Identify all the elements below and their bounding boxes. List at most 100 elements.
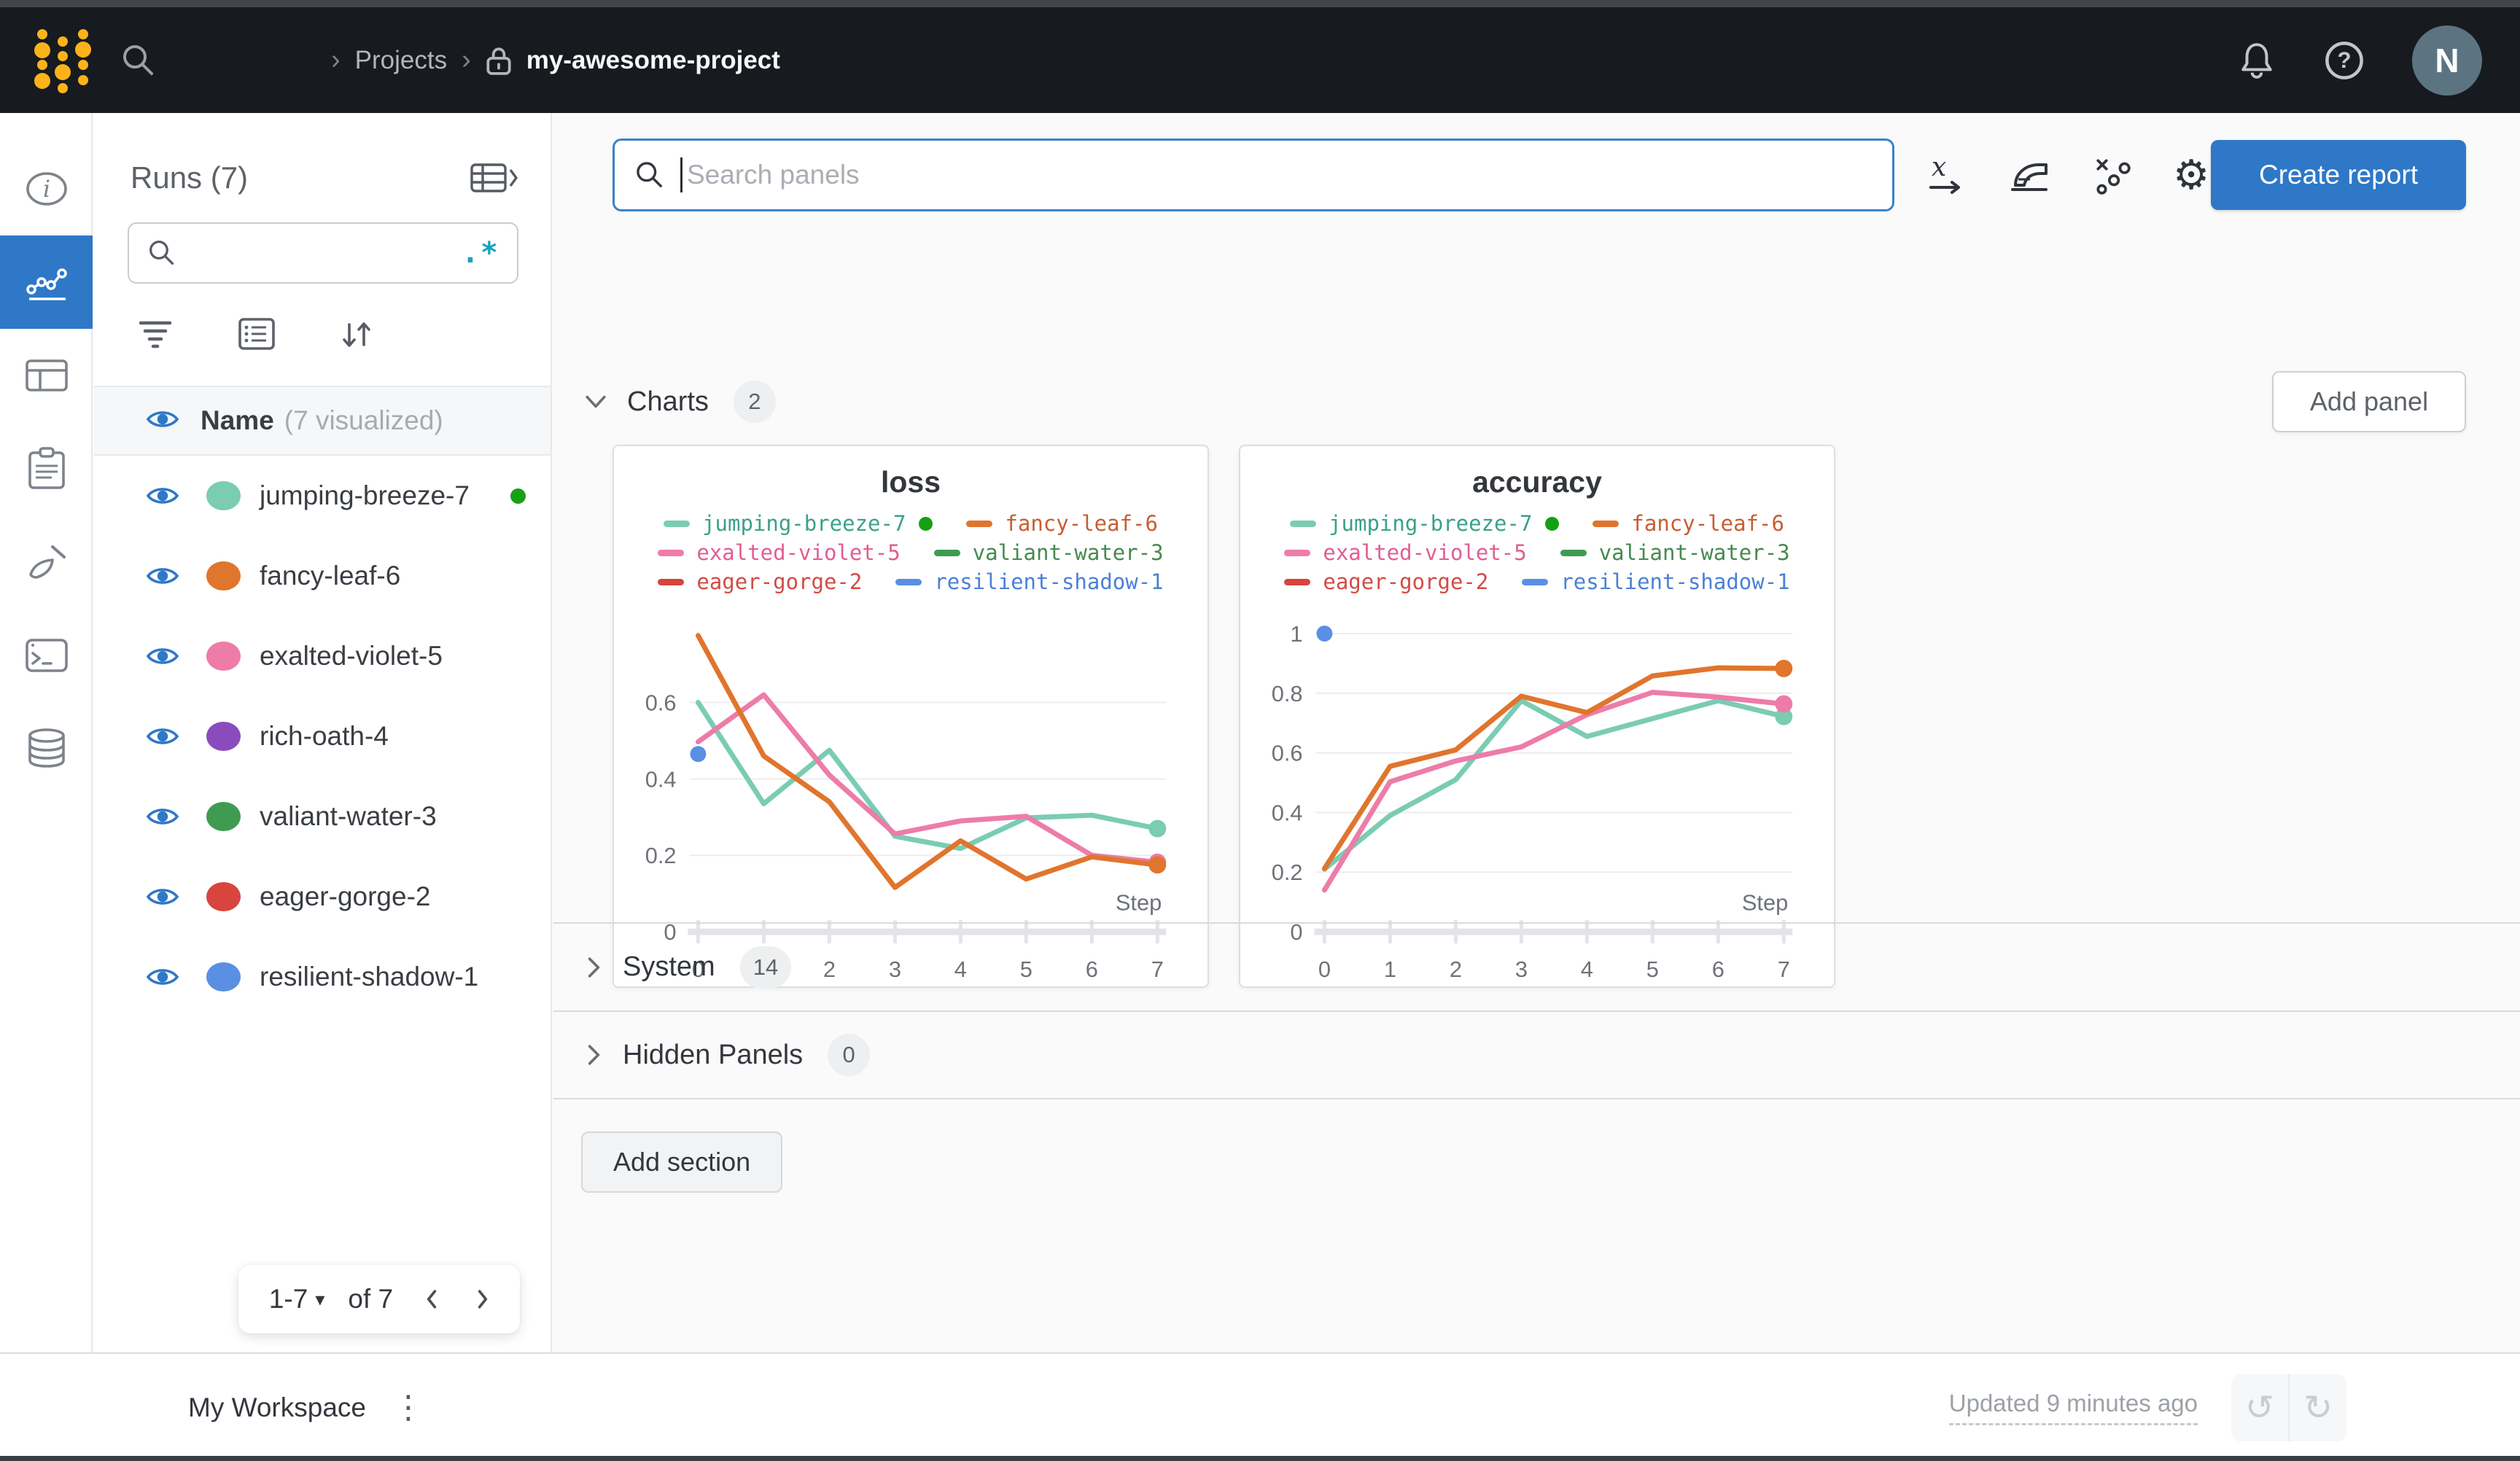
run-row[interactable]: jumping-breeze-7 [94, 456, 551, 536]
search-icon[interactable] [120, 42, 158, 79]
legend-row: eager-gorge-2 resilient-shadow-1 [1284, 569, 1790, 594]
regex-toggle-icon[interactable]: .* [461, 236, 499, 270]
accuracy-chart-plot[interactable]: 0 0.2 0.4 0.6 0.8 1 0 1 2 3 4 5 6 7 Step [1240, 597, 1834, 1005]
run-name[interactable]: exalted-violet-5 [260, 641, 443, 671]
line-chart-icon [26, 268, 67, 300]
chart-panel-loss[interactable]: loss jumping-breeze-7 fancy-leaf-6 exalted… [612, 445, 1209, 988]
legend-dash-icon [1560, 549, 1587, 556]
filter-icon[interactable] [139, 319, 173, 350]
workspace-menu-kebab-icon[interactable]: ⋮ [392, 1389, 424, 1425]
rail-item-sweeps[interactable] [0, 515, 93, 609]
hidden-panels-section-label[interactable]: Hidden Panels [623, 1039, 804, 1070]
visibility-eye-icon[interactable] [147, 565, 179, 587]
legend-row: eager-gorge-2 resilient-shadow-1 [658, 569, 1164, 594]
legend-dash-icon [1522, 578, 1549, 585]
run-name[interactable]: valiant-water-3 [260, 801, 437, 831]
topbar: › Projects › my-awesome-project ? N [0, 0, 2520, 113]
runs-name-header[interactable]: Name (7 visualized) [94, 386, 551, 456]
next-page-icon[interactable] [476, 1289, 489, 1309]
rail-item-artifacts[interactable] [0, 702, 93, 795]
search-panels-placeholder: Search panels [687, 160, 860, 190]
visibility-eye-icon[interactable] [146, 408, 179, 434]
run-row[interactable]: fancy-leaf-6 [94, 536, 551, 616]
rail-item-logs[interactable] [0, 422, 93, 515]
run-row[interactable]: resilient-shadow-1 [94, 937, 551, 1017]
search-panels-input[interactable]: Search panels [612, 139, 1894, 211]
charts-section-header: Charts 2 Add panel [585, 370, 2466, 434]
rail-item-overview[interactable]: i [0, 142, 93, 235]
group-list-icon[interactable] [238, 318, 275, 351]
legend-entry[interactable]: eager-gorge-2 [1284, 569, 1488, 594]
breadcrumb-project-name[interactable]: my-awesome-project [526, 45, 780, 74]
run-row[interactable]: exalted-violet-5 [94, 616, 551, 696]
run-name[interactable]: fancy-leaf-6 [260, 561, 401, 591]
chevron-right-icon[interactable] [585, 957, 602, 978]
rail-item-table[interactable] [0, 329, 93, 422]
legend-entry[interactable]: jumping-breeze-7 [664, 511, 933, 536]
smoothing-iron-icon[interactable] [2008, 156, 2050, 194]
page-range-dropdown[interactable]: 1-7 [268, 1284, 308, 1314]
run-row[interactable]: valiant-water-3 [94, 776, 551, 857]
wandb-logo[interactable] [26, 26, 99, 96]
svg-text:0.6: 0.6 [1272, 741, 1303, 766]
visibility-eye-icon[interactable] [147, 966, 179, 988]
x-axis-settings-icon[interactable]: x [1925, 154, 1967, 196]
run-name[interactable]: eager-gorge-2 [260, 881, 431, 911]
breadcrumb-chevron-icon: › [462, 44, 471, 75]
system-section-header[interactable]: System 14 [553, 922, 2520, 1010]
prev-page-icon[interactable] [425, 1289, 438, 1309]
legend-entry[interactable]: valiant-water-3 [933, 540, 1164, 565]
loss-chart-plot[interactable]: 00.20.40.601234567Step [614, 597, 1208, 1005]
hidden-panels-section-header[interactable]: Hidden Panels 0 [553, 1010, 2520, 1099]
legend-entry[interactable]: exalted-violet-5 [1284, 540, 1527, 565]
run-name[interactable]: jumping-breeze-7 [260, 480, 470, 510]
run-row[interactable]: rich-oath-4 [94, 696, 551, 776]
charts-section-label[interactable]: Charts [627, 386, 709, 417]
run-name[interactable]: rich-oath-4 [260, 721, 389, 751]
chevron-right-icon[interactable] [585, 1044, 602, 1066]
notifications-bell-icon[interactable] [2237, 41, 2276, 80]
legend-entry[interactable]: fancy-leaf-6 [1592, 511, 1784, 536]
legend-entry[interactable]: resilient-shadow-1 [895, 569, 1164, 594]
legend-entry[interactable]: valiant-water-3 [1560, 540, 1790, 565]
create-report-button[interactable]: Create report [2211, 140, 2466, 210]
redo-button[interactable]: ↻ [2303, 1388, 2333, 1427]
avatar[interactable]: N [2412, 25, 2482, 96]
runs-search-input[interactable]: .* [128, 222, 518, 284]
settings-gear-icon[interactable]: ⚙ [2173, 152, 2210, 198]
updated-timestamp[interactable]: Updated 9 minutes ago [1948, 1390, 2198, 1425]
system-section-label[interactable]: System [623, 951, 715, 982]
run-row[interactable]: eager-gorge-2 [94, 857, 551, 937]
sort-icon[interactable] [341, 317, 373, 352]
outliers-scatter-icon[interactable] [2091, 155, 2132, 195]
visibility-eye-icon[interactable] [146, 408, 179, 430]
caret-down-icon[interactable]: ▾ [315, 1287, 325, 1310]
rail-item-workspace-charts[interactable] [0, 235, 93, 329]
undo-button[interactable]: ↺ [2244, 1388, 2275, 1427]
table-layout-icon [25, 359, 68, 391]
breadcrumb-projects-link[interactable]: Projects [354, 45, 448, 74]
legend-entry[interactable]: jumping-breeze-7 [1290, 511, 1560, 536]
rail-item-terminal[interactable] [0, 609, 93, 702]
add-section-button[interactable]: Add section [581, 1131, 783, 1193]
legend-entry[interactable]: resilient-shadow-1 [1522, 569, 1790, 594]
legend-label: exalted-violet-5 [696, 540, 901, 565]
visibility-eye-icon[interactable] [147, 886, 179, 908]
expand-runs-table-icon[interactable] [470, 160, 518, 196]
visibility-eye-icon[interactable] [147, 725, 179, 747]
workspace-name[interactable]: My Workspace [188, 1392, 366, 1422]
visibility-eye-icon[interactable] [147, 645, 179, 667]
add-panel-button[interactable]: Add panel [2272, 371, 2466, 432]
svg-text:6: 6 [1086, 957, 1098, 982]
chart-panel-accuracy[interactable]: accuracy jumping-breeze-7 fancy-leaf-6 exa… [1239, 445, 1835, 988]
legend-entry[interactable]: eager-gorge-2 [658, 569, 862, 594]
visibility-eye-icon[interactable] [147, 485, 179, 507]
chevron-down-icon[interactable] [585, 394, 607, 410]
legend-entry[interactable]: fancy-leaf-6 [966, 511, 1158, 536]
run-name[interactable]: resilient-shadow-1 [260, 962, 479, 991]
search-icon [637, 162, 662, 187]
visibility-eye-icon[interactable] [147, 806, 179, 827]
legend-entry[interactable]: exalted-violet-5 [658, 540, 901, 565]
svg-text:0: 0 [664, 919, 676, 945]
help-icon[interactable]: ? [2325, 41, 2364, 80]
